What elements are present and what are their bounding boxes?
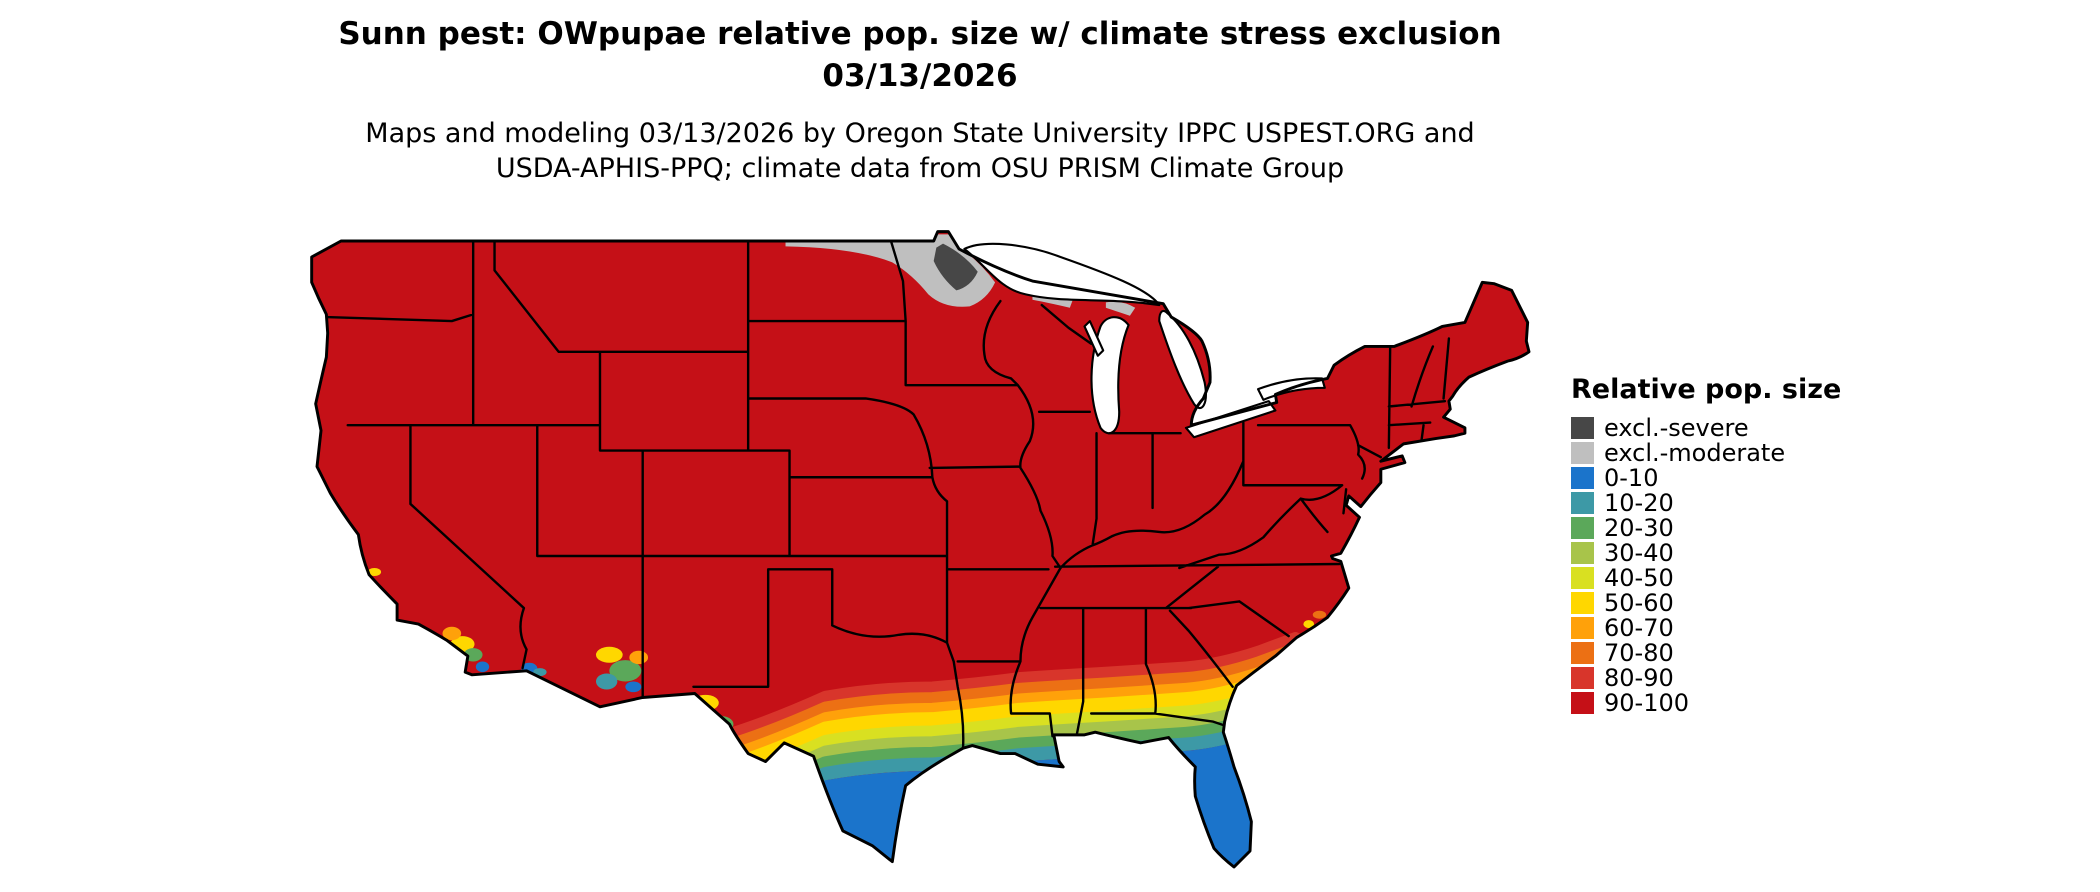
legend-item: 70-80 — [1571, 638, 1891, 667]
speck-az-blue — [625, 681, 642, 693]
us-outline — [310, 230, 1531, 869]
lake-superior — [963, 242, 1161, 307]
legend-swatch — [1571, 541, 1594, 564]
speck-ca-orange — [442, 626, 462, 641]
speck-az-teal — [595, 673, 618, 690]
state-borders — [325, 239, 1451, 750]
us-map — [310, 230, 1531, 869]
legend-swatch — [1571, 691, 1594, 714]
us-map-container — [305, 226, 1533, 886]
legend-item: 30-40 — [1571, 538, 1891, 567]
legend-item: 60-70 — [1571, 613, 1891, 642]
exclusion-moderate-patch-upper-michigan — [1105, 301, 1136, 316]
band-70-80 — [722, 642, 1303, 753]
legend-swatch — [1571, 466, 1594, 489]
page-title-date: 03/13/2026 — [822, 57, 1018, 94]
legend-item-label: 70-80 — [1604, 638, 1674, 667]
legend-title: Relative pop. size — [1571, 374, 1842, 405]
subtitle-line-1: Maps and modeling 03/13/2026 by Oregon S… — [365, 118, 1475, 149]
lake-huron — [1158, 309, 1207, 410]
band-30-40 — [722, 686, 1303, 797]
legend-item-label: 50-60 — [1604, 588, 1674, 617]
legend-item: excl.-severe — [1571, 413, 1891, 442]
legend-item: excl.-moderate — [1571, 438, 1891, 467]
legend-item-label: 10-20 — [1604, 488, 1674, 517]
speck-nc-orange — [1312, 610, 1327, 619]
legend-swatch — [1571, 566, 1594, 589]
legend-item: 10-20 — [1571, 488, 1891, 517]
legend-item: 90-100 — [1571, 688, 1891, 717]
legend-swatch — [1571, 491, 1594, 514]
legend-swatch — [1571, 416, 1594, 439]
legend-item-label: 0-10 — [1604, 463, 1659, 492]
legend-item-label: excl.-moderate — [1604, 438, 1786, 467]
legend-swatch — [1571, 666, 1594, 689]
legend-item-label: 80-90 — [1604, 663, 1674, 692]
speck-az-green — [609, 660, 642, 682]
legend-swatch — [1571, 516, 1594, 539]
band-40-50 — [722, 676, 1303, 786]
speck-ca-central-yellow — [367, 568, 382, 577]
state-border-lines — [325, 239, 1451, 750]
legend-item-label: 20-30 — [1604, 513, 1674, 542]
legend-item: 0-10 — [1571, 463, 1891, 492]
legend-swatch — [1571, 641, 1594, 664]
exclusion-severe-region — [933, 243, 978, 291]
band-20-30 — [722, 697, 1303, 807]
speck-nm-teal — [685, 709, 705, 723]
legend-item: 40-50 — [1571, 563, 1891, 592]
legend-item-label: excl.-severe — [1604, 413, 1749, 442]
subtitle-block: Maps and modeling 03/13/2026 by Oregon S… — [0, 116, 1840, 186]
legend-item: 80-90 — [1571, 663, 1891, 692]
legend-item-label: 60-70 — [1604, 613, 1674, 642]
subtitle-line-2: USDA-APHIS-PPQ; climate data from OSU PR… — [495, 153, 1345, 185]
speck-ca-blue — [475, 661, 490, 673]
title-block: Sunn pest: OWpupae relative pop. size w/… — [0, 14, 1840, 98]
legend: Relative pop. size excl.-severe excl.-mod… — [1571, 374, 1891, 717]
legend-item-label: 30-40 — [1604, 538, 1674, 567]
legend-item-label: 40-50 — [1604, 563, 1674, 592]
band-60-70 — [722, 653, 1303, 763]
page-title: Sunn pest: OWpupae relative pop. size w/… — [338, 16, 1502, 52]
great-lakes — [963, 242, 1326, 439]
legend-item-label: 90-100 — [1604, 688, 1690, 717]
legend-item: 50-60 — [1571, 588, 1891, 617]
speck-az-yellow — [595, 646, 623, 663]
band-50-60 — [721, 662, 1304, 775]
speck-nc-yellow — [1303, 620, 1315, 629]
spe­ck-ca-teal — [434, 644, 451, 655]
legend-swatch — [1571, 616, 1594, 639]
legend-items: excl.-severe excl.-moderate 0-10 10-20 20-30… — [1571, 413, 1891, 717]
legend-item: 20-30 — [1571, 513, 1891, 542]
legend-swatch — [1571, 591, 1594, 614]
green-bay — [1083, 320, 1105, 357]
speck-az-orange — [629, 650, 649, 665]
legend-swatch — [1571, 441, 1594, 464]
